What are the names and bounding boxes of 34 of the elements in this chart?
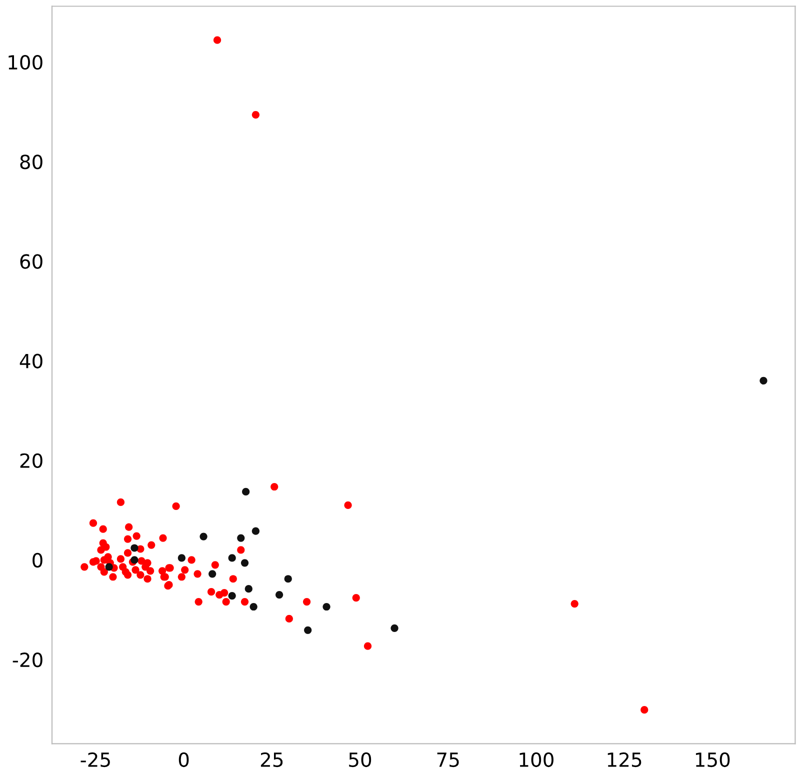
- point: [760, 376, 768, 384]
- y-tick-label: 0: [32, 552, 42, 568]
- point: [304, 626, 312, 634]
- y-tick-label: 20: [20, 453, 42, 468]
- point: [208, 570, 216, 578]
- x-tick-label: 150: [696, 752, 730, 768]
- y-tick-label: 40: [20, 354, 42, 368]
- point: [228, 554, 236, 562]
- x-tick-label: 25: [260, 752, 283, 768]
- point: [244, 585, 252, 593]
- x-tick-label: 75: [437, 752, 459, 768]
- point: [237, 534, 245, 542]
- point: [240, 559, 249, 567]
- point: [275, 591, 284, 599]
- y-tick-label: 80: [20, 154, 42, 170]
- point: [252, 527, 260, 535]
- point: [105, 563, 113, 571]
- y-tick-label: -20: [12, 652, 42, 668]
- x-tick-label: 0: [178, 752, 189, 768]
- y-tick-label: 60: [20, 254, 42, 269]
- x-tick-label: -25: [80, 752, 110, 768]
- point: [130, 544, 138, 552]
- point: [250, 602, 258, 611]
- point: [178, 554, 186, 562]
- x-tick-label: 125: [608, 752, 642, 768]
- x-tick-label: 100: [520, 752, 554, 768]
- point: [242, 488, 250, 496]
- x-tick-label: 50: [349, 752, 372, 768]
- point: [284, 575, 292, 583]
- point: [390, 624, 398, 632]
- point: [228, 592, 236, 600]
- y-tick-label: 100: [8, 54, 42, 70]
- point: [200, 532, 208, 540]
- point: [322, 602, 330, 611]
